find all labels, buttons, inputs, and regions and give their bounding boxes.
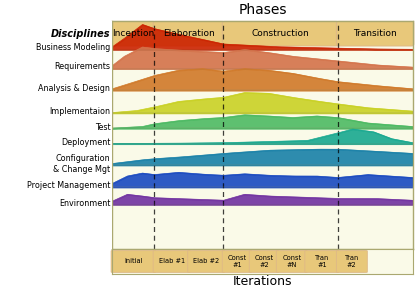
Text: Deployment: Deployment: [61, 138, 110, 147]
Text: Const
#2: Const #2: [255, 255, 274, 268]
FancyBboxPatch shape: [153, 251, 190, 272]
Text: Analysis & Design: Analysis & Design: [38, 84, 110, 93]
FancyBboxPatch shape: [249, 251, 279, 272]
FancyBboxPatch shape: [111, 21, 156, 46]
FancyBboxPatch shape: [276, 251, 307, 272]
FancyBboxPatch shape: [222, 251, 252, 272]
Text: Tran
#1: Tran #1: [314, 255, 329, 268]
Text: Initial: Initial: [124, 258, 143, 264]
Text: Phases: Phases: [238, 3, 287, 17]
Text: Environment: Environment: [59, 199, 110, 208]
Text: Inception: Inception: [112, 29, 154, 38]
Text: Test: Test: [94, 123, 110, 132]
Text: Elaboration: Elaboration: [163, 29, 215, 38]
Text: Requirements: Requirements: [54, 62, 110, 72]
Text: Construction: Construction: [252, 29, 310, 38]
Text: Transition: Transition: [353, 29, 397, 38]
Text: Elab #2: Elab #2: [193, 258, 219, 264]
Text: Elab #1: Elab #1: [158, 258, 185, 264]
Text: Iterations: Iterations: [233, 274, 292, 285]
Text: Disciplines: Disciplines: [51, 29, 110, 39]
Text: Project Management: Project Management: [27, 182, 110, 190]
Text: Const
#N: Const #N: [282, 255, 301, 268]
FancyBboxPatch shape: [222, 21, 339, 46]
Text: Configuration
& Change Mgt: Configuration & Change Mgt: [53, 154, 110, 174]
FancyBboxPatch shape: [337, 251, 367, 272]
FancyBboxPatch shape: [188, 251, 225, 272]
FancyBboxPatch shape: [111, 251, 156, 272]
Text: Business Modeling: Business Modeling: [36, 43, 110, 52]
FancyBboxPatch shape: [337, 21, 414, 46]
Text: Tran
#2: Tran #2: [345, 255, 359, 268]
Text: Const
#1: Const #1: [228, 255, 247, 268]
FancyBboxPatch shape: [305, 251, 339, 272]
FancyBboxPatch shape: [153, 21, 225, 46]
Text: Implementaion: Implementaion: [49, 107, 110, 116]
